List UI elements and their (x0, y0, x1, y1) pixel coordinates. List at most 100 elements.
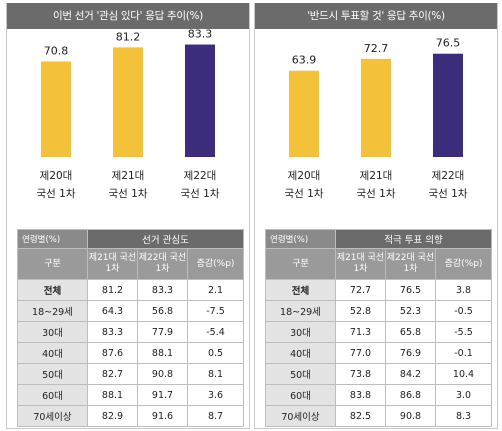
value-change: 10.4 (435, 363, 492, 385)
category-label: 국선 1차 (429, 188, 468, 200)
value-22: 88.1 (137, 342, 188, 364)
table-row: 70세이상 82.9 91.6 8.7 (17, 405, 245, 427)
value-22: 90.8 (137, 363, 188, 385)
row-label: 전체 (17, 279, 88, 301)
value-22: 91.6 (137, 405, 188, 427)
category-label: 국선 1차 (109, 188, 148, 200)
table-corner: 연령별(%) (17, 229, 88, 249)
value-22: 76.5 (385, 279, 436, 301)
value-21: 64.3 (87, 300, 138, 322)
bar (41, 61, 71, 157)
table-row: 18~29세 64.3 56.8 -7.5 (17, 300, 245, 322)
table-row: 60대 83.8 86.8 3.0 (265, 384, 492, 406)
value-22: 52.3 (385, 300, 436, 322)
table-row: 30대 71.3 65.8 -5.5 (265, 321, 492, 343)
chart-title: 이번 선거 '관심 있다' 응답 추이(%) (7, 3, 249, 29)
value-21: 82.9 (87, 405, 138, 427)
category-label: 제21대 (360, 170, 393, 182)
value-change: 3.6 (186, 384, 245, 406)
value-22: 76.9 (385, 342, 436, 364)
value-change: -0.5 (435, 300, 492, 322)
value-22: 91.7 (137, 384, 188, 406)
bar (289, 70, 319, 157)
data-label: 81.2 (116, 30, 141, 43)
table-row: 70세이상 82.5 90.8 8.3 (265, 405, 492, 427)
value-22: 56.8 (137, 300, 188, 322)
table-row: 50대 82.7 90.8 8.1 (17, 363, 245, 385)
category-label: 제20대 (288, 170, 321, 182)
value-21: 82.7 (87, 363, 138, 385)
category-label: 국선 1차 (181, 188, 220, 200)
col-header-21: 제21대 국선 1차 (335, 248, 386, 280)
table-row: 40대 77.0 76.9 -0.1 (265, 342, 492, 364)
data-label: 70.8 (44, 44, 69, 57)
row-header: 구분 (17, 248, 88, 280)
row-label: 18~29세 (265, 300, 336, 322)
age-table-vote: 연령별(%) 적극 투표 의향 구분 제21대 국선 1차 제22대 국선 1차… (265, 229, 492, 427)
value-21: 87.6 (87, 342, 138, 364)
row-label: 30대 (265, 321, 336, 343)
value-21: 52.8 (335, 300, 386, 322)
table-group-header: 적극 투표 의향 (335, 229, 492, 249)
value-22: 86.8 (385, 384, 436, 406)
value-21: 72.7 (335, 279, 386, 301)
value-22: 90.8 (385, 405, 436, 427)
table-row: 60대 88.1 91.7 3.6 (17, 384, 245, 406)
category-label: 제22대 (432, 170, 465, 182)
bar (185, 44, 215, 157)
col-header-21: 제21대 국선 1차 (87, 248, 138, 280)
value-change: 0.5 (186, 342, 245, 364)
value-change: -0.1 (435, 342, 492, 364)
value-21: 88.1 (87, 384, 138, 406)
value-21: 71.3 (335, 321, 386, 343)
category-label: 국선 1차 (357, 188, 396, 200)
row-label: 전체 (265, 279, 336, 301)
row-label: 40대 (265, 342, 336, 364)
value-change: -5.4 (186, 321, 245, 343)
row-label: 30대 (17, 321, 88, 343)
data-label: 72.7 (364, 42, 389, 55)
category-label: 제22대 (184, 170, 217, 182)
category-label: 제21대 (112, 170, 145, 182)
bar (433, 53, 463, 157)
col-header-22: 제22대 국선 1차 (137, 248, 188, 280)
value-change: 3.0 (435, 384, 492, 406)
value-21: 81.2 (87, 279, 138, 301)
chart-title: '반드시 투표할 것' 응답 추이(%) (255, 3, 497, 29)
value-22: 83.3 (137, 279, 188, 301)
value-21: 82.5 (335, 405, 386, 427)
value-22: 65.8 (385, 321, 436, 343)
category-label: 국선 1차 (285, 188, 324, 200)
bar (361, 58, 391, 158)
row-header: 구분 (265, 248, 336, 280)
value-21: 77.0 (335, 342, 386, 364)
panel-vote-intention: '반드시 투표할 것' 응답 추이(%) 63.9 제20대 국선 1차 72.7 제2… (254, 3, 498, 429)
age-table-interest: 연령별(%) 선거 관심도 구분 제21대 국선 1차 제22대 국선 1차 증… (17, 229, 245, 427)
value-change: 8.3 (435, 405, 492, 427)
value-change: 8.1 (186, 363, 245, 385)
bar (113, 47, 143, 157)
table-row: 전체 81.2 83.3 2.1 (17, 279, 245, 301)
row-label: 60대 (17, 384, 88, 406)
value-21: 83.3 (87, 321, 138, 343)
value-change: -5.5 (435, 321, 492, 343)
data-label: 63.9 (292, 54, 317, 67)
value-21: 73.8 (335, 363, 386, 385)
category-label: 제20대 (40, 170, 73, 182)
value-22: 84.2 (385, 363, 436, 385)
value-21: 83.8 (335, 384, 386, 406)
row-label: 18~29세 (17, 300, 88, 322)
data-label: 83.3 (188, 29, 213, 41)
col-header-22: 제22대 국선 1차 (385, 248, 436, 280)
row-label: 40대 (17, 342, 88, 364)
col-header-change: 증감(%p) (186, 248, 245, 280)
row-label: 50대 (265, 363, 336, 385)
value-change: 2.1 (186, 279, 245, 301)
row-label: 70세이상 (17, 405, 88, 427)
table-row: 40대 87.6 88.1 0.5 (17, 342, 245, 364)
value-22: 77.9 (137, 321, 188, 343)
